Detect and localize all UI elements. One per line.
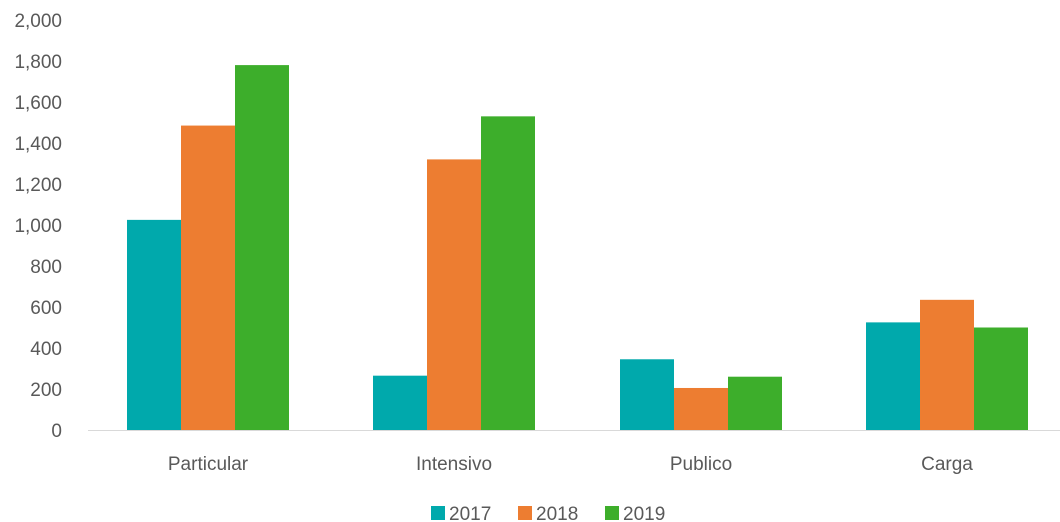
y-tick-label: 0 bbox=[51, 421, 62, 442]
y-tick-label: 1,000 bbox=[14, 216, 62, 237]
y-tick-label: 1,800 bbox=[14, 52, 62, 73]
y-tick-label: 800 bbox=[30, 257, 62, 278]
x-category-label: Particular bbox=[168, 454, 249, 475]
bar-2019-particular bbox=[235, 65, 289, 430]
bar-2019-carga bbox=[974, 327, 1028, 430]
x-category-label: Publico bbox=[670, 454, 732, 475]
y-axis-tick-labels: 0 200 400 600 800 1,000 1,200 1,400 1,600 1,800 2,… bbox=[14, 11, 62, 442]
bar-2017-publico bbox=[620, 359, 674, 430]
x-axis-category-labels: Particular Intensivo Publico Carga bbox=[168, 454, 973, 475]
x-category-label: Carga bbox=[921, 454, 973, 475]
bar-series-group bbox=[127, 65, 1028, 430]
y-tick-label: 400 bbox=[30, 339, 62, 360]
y-tick-label: 1,400 bbox=[14, 134, 62, 155]
legend-item-2019: 2019 bbox=[605, 504, 665, 522]
y-tick-label: 2,000 bbox=[14, 11, 62, 32]
bar-2018-intensivo bbox=[427, 159, 481, 430]
bar-2017-particular bbox=[127, 219, 181, 430]
bar-2019-intensivo bbox=[481, 116, 535, 430]
legend-label: 2018 bbox=[536, 504, 578, 522]
x-category-label: Intensivo bbox=[416, 454, 492, 475]
bar-2017-intensivo bbox=[373, 375, 427, 430]
bar-2018-carga bbox=[920, 299, 974, 430]
legend-label: 2017 bbox=[449, 504, 491, 522]
legend-swatch bbox=[431, 506, 445, 520]
y-tick-label: 600 bbox=[30, 298, 62, 319]
legend-label: 2019 bbox=[623, 504, 665, 522]
bar-2017-carga bbox=[866, 322, 920, 430]
legend-swatch bbox=[518, 506, 532, 520]
bar-2019-publico bbox=[728, 376, 782, 430]
series-2018 bbox=[181, 125, 974, 430]
y-tick-label: 1,200 bbox=[14, 175, 62, 196]
bar-2018-particular bbox=[181, 125, 235, 430]
series-2017 bbox=[127, 219, 920, 430]
legend: 2017 2018 2019 bbox=[431, 504, 665, 522]
legend-item-2017: 2017 bbox=[431, 504, 491, 522]
y-tick-label: 1,600 bbox=[14, 93, 62, 114]
legend-swatch bbox=[605, 506, 619, 520]
series-2019 bbox=[235, 65, 1028, 430]
legend-item-2018: 2018 bbox=[518, 504, 578, 522]
bar-2018-publico bbox=[674, 387, 728, 430]
y-tick-label: 200 bbox=[30, 380, 62, 401]
